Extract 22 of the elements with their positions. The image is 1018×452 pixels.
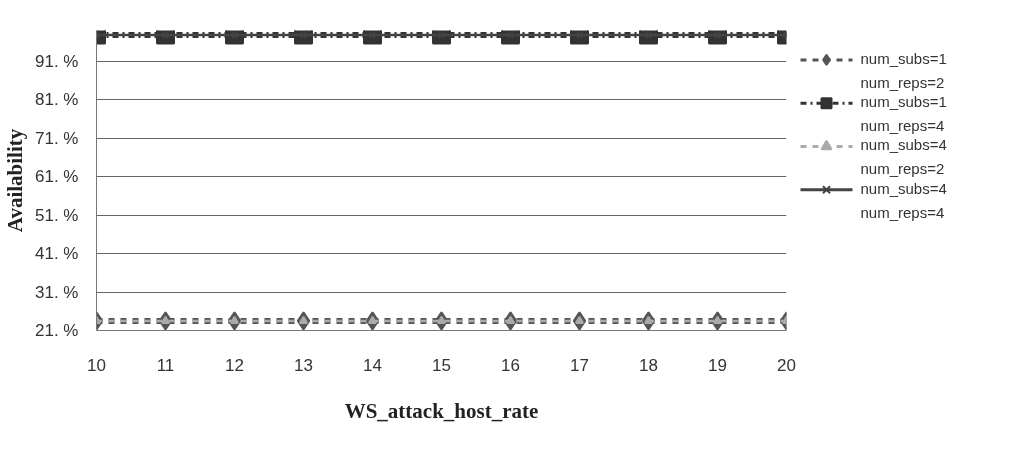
x-tick-label: 19 <box>708 355 727 375</box>
x-tick-label: 17 <box>570 355 589 375</box>
y-axis-title: Availability <box>3 128 28 233</box>
x-tick-label: 18 <box>639 355 658 375</box>
y-tick-label: 91. % <box>35 51 79 71</box>
x-tick-label: 12 <box>225 355 244 375</box>
x-tick-label: 14 <box>363 355 382 375</box>
y-tick-label: 51. % <box>35 205 79 225</box>
y-tick-label: 41. % <box>35 244 79 264</box>
y-tick-label: 31. % <box>35 282 79 302</box>
x-tick-label: 13 <box>294 355 313 375</box>
x-tick-label: 16 <box>501 355 520 375</box>
y-tick-label: 81. % <box>35 90 79 110</box>
x-tick-label: 10 <box>87 355 106 375</box>
x-axis-title: WS_attack_host_rate <box>344 398 539 423</box>
legend-label: num_subs=4 num_reps=4 <box>860 179 947 221</box>
x-tick-label: 15 <box>432 355 451 375</box>
y-tick-label: 71. % <box>35 128 79 148</box>
x-tick-label: 11 <box>156 355 175 375</box>
x-tick-label: 20 <box>777 355 796 375</box>
y-tick-label: 61. % <box>35 167 79 187</box>
y-tick-label: 21. % <box>35 321 79 340</box>
